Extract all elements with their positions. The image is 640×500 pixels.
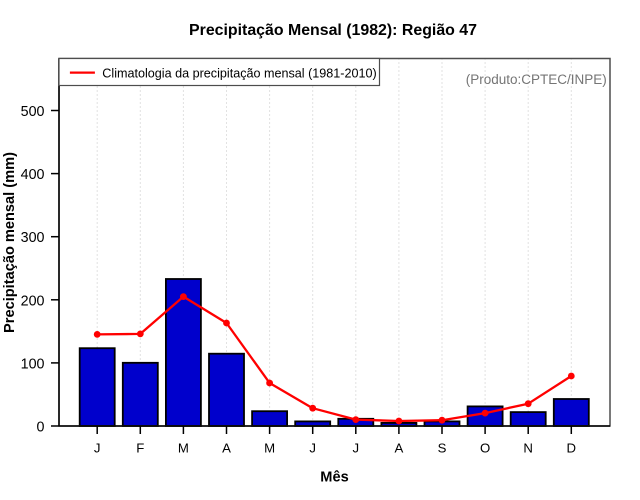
- svg-text:M: M: [264, 441, 275, 456]
- svg-text:(Produto:CPTEC/INPE): (Produto:CPTEC/INPE): [466, 72, 607, 87]
- svg-text:J: J: [94, 441, 101, 456]
- svg-text:J: J: [353, 441, 360, 456]
- svg-text:S: S: [438, 441, 447, 456]
- svg-text:300: 300: [21, 230, 45, 246]
- svg-text:Precipitação mensal (mm): Precipitação mensal (mm): [2, 152, 18, 333]
- svg-text:Precipitação Mensal (1982): Re: Precipitação Mensal (1982): Região 47: [189, 22, 477, 39]
- svg-text:J: J: [309, 441, 316, 456]
- svg-text:200: 200: [21, 293, 45, 309]
- svg-text:0: 0: [37, 420, 45, 436]
- svg-text:100: 100: [21, 356, 45, 372]
- svg-text:O: O: [480, 441, 490, 456]
- svg-text:Climatologia da precipitação m: Climatologia da precipitação mensal (198…: [102, 66, 376, 80]
- svg-text:A: A: [395, 441, 404, 456]
- svg-text:A: A: [222, 441, 231, 456]
- svg-text:D: D: [567, 441, 577, 456]
- svg-text:500: 500: [21, 104, 45, 120]
- svg-text:F: F: [136, 441, 144, 456]
- svg-text:M: M: [178, 441, 189, 456]
- svg-text:N: N: [523, 441, 533, 456]
- svg-text:400: 400: [21, 167, 45, 183]
- svg-text:Mês: Mês: [320, 470, 348, 486]
